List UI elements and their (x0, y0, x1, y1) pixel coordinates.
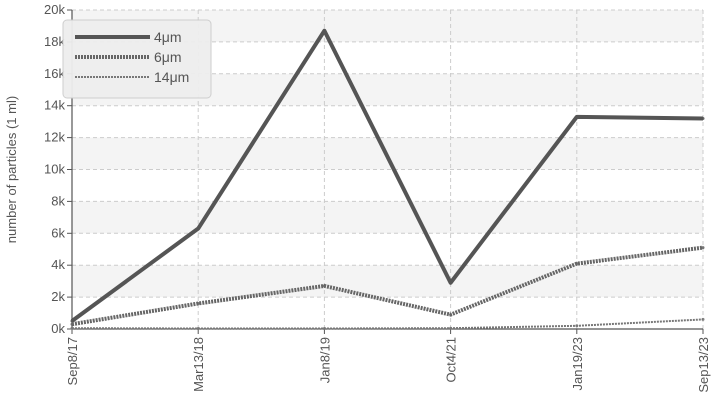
x-tick-label: Mar13/18 (191, 337, 206, 392)
y-tick-label: 14k (44, 98, 65, 113)
data-point (196, 327, 200, 331)
data-point (575, 324, 579, 328)
data-point (322, 327, 326, 331)
data-point (575, 115, 579, 119)
y-tick-label: 4k (51, 257, 65, 272)
y-tick-label: 10k (44, 162, 65, 177)
x-tick-label: Jan19/23 (570, 337, 585, 391)
legend-label: 6μm (154, 49, 182, 65)
data-point (196, 301, 200, 305)
data-point (322, 29, 326, 33)
data-point (701, 116, 705, 120)
data-point (196, 227, 200, 231)
y-tick-label: 0k (51, 321, 65, 336)
data-point (701, 246, 705, 250)
grid-band (72, 265, 703, 298)
legend: 4μm 6μm 14μm (62, 19, 212, 99)
y-tick-label: 18k (44, 34, 65, 49)
data-point (322, 284, 326, 288)
y-tick-label: 20k (44, 2, 65, 17)
data-point (449, 326, 453, 330)
x-axis-ticks: Sep8/17 Mar13/18 Jan8/19 Oct4/21 Jan19/23 Sep… (65, 329, 711, 393)
y-tick-label: 16k (44, 66, 65, 81)
series-line-1 (71, 245, 704, 327)
data-point (70, 322, 74, 326)
legend-label: 4μm (154, 29, 182, 45)
x-tick-label: Jan8/19 (317, 337, 332, 383)
grid-band (72, 201, 703, 234)
data-point (70, 319, 74, 323)
data-series (70, 28, 705, 331)
series-line-2 (71, 318, 704, 330)
y-axis-label: number of particles (1 ml) (4, 96, 19, 243)
y-tick-label: 12k (44, 130, 65, 145)
y-tick-label: 8k (51, 193, 65, 208)
x-tick-label: Sep13/23 (696, 337, 711, 393)
data-point (701, 317, 705, 321)
y-axis-ticks: 0k 2k 4k 6k 8k 10k 12k 14k 16k 18k 20k (44, 2, 72, 336)
x-tick-label: Oct4/21 (444, 337, 459, 383)
series-line-0 (70, 28, 704, 323)
y-tick-label: 6k (51, 225, 65, 240)
x-tick-label: Sep8/17 (65, 337, 80, 385)
data-point (449, 281, 453, 285)
legend-label: 14μm (154, 69, 189, 85)
y-tick-label: 2k (51, 289, 65, 304)
data-point (449, 313, 453, 317)
data-point (70, 326, 74, 330)
data-point (575, 262, 579, 266)
